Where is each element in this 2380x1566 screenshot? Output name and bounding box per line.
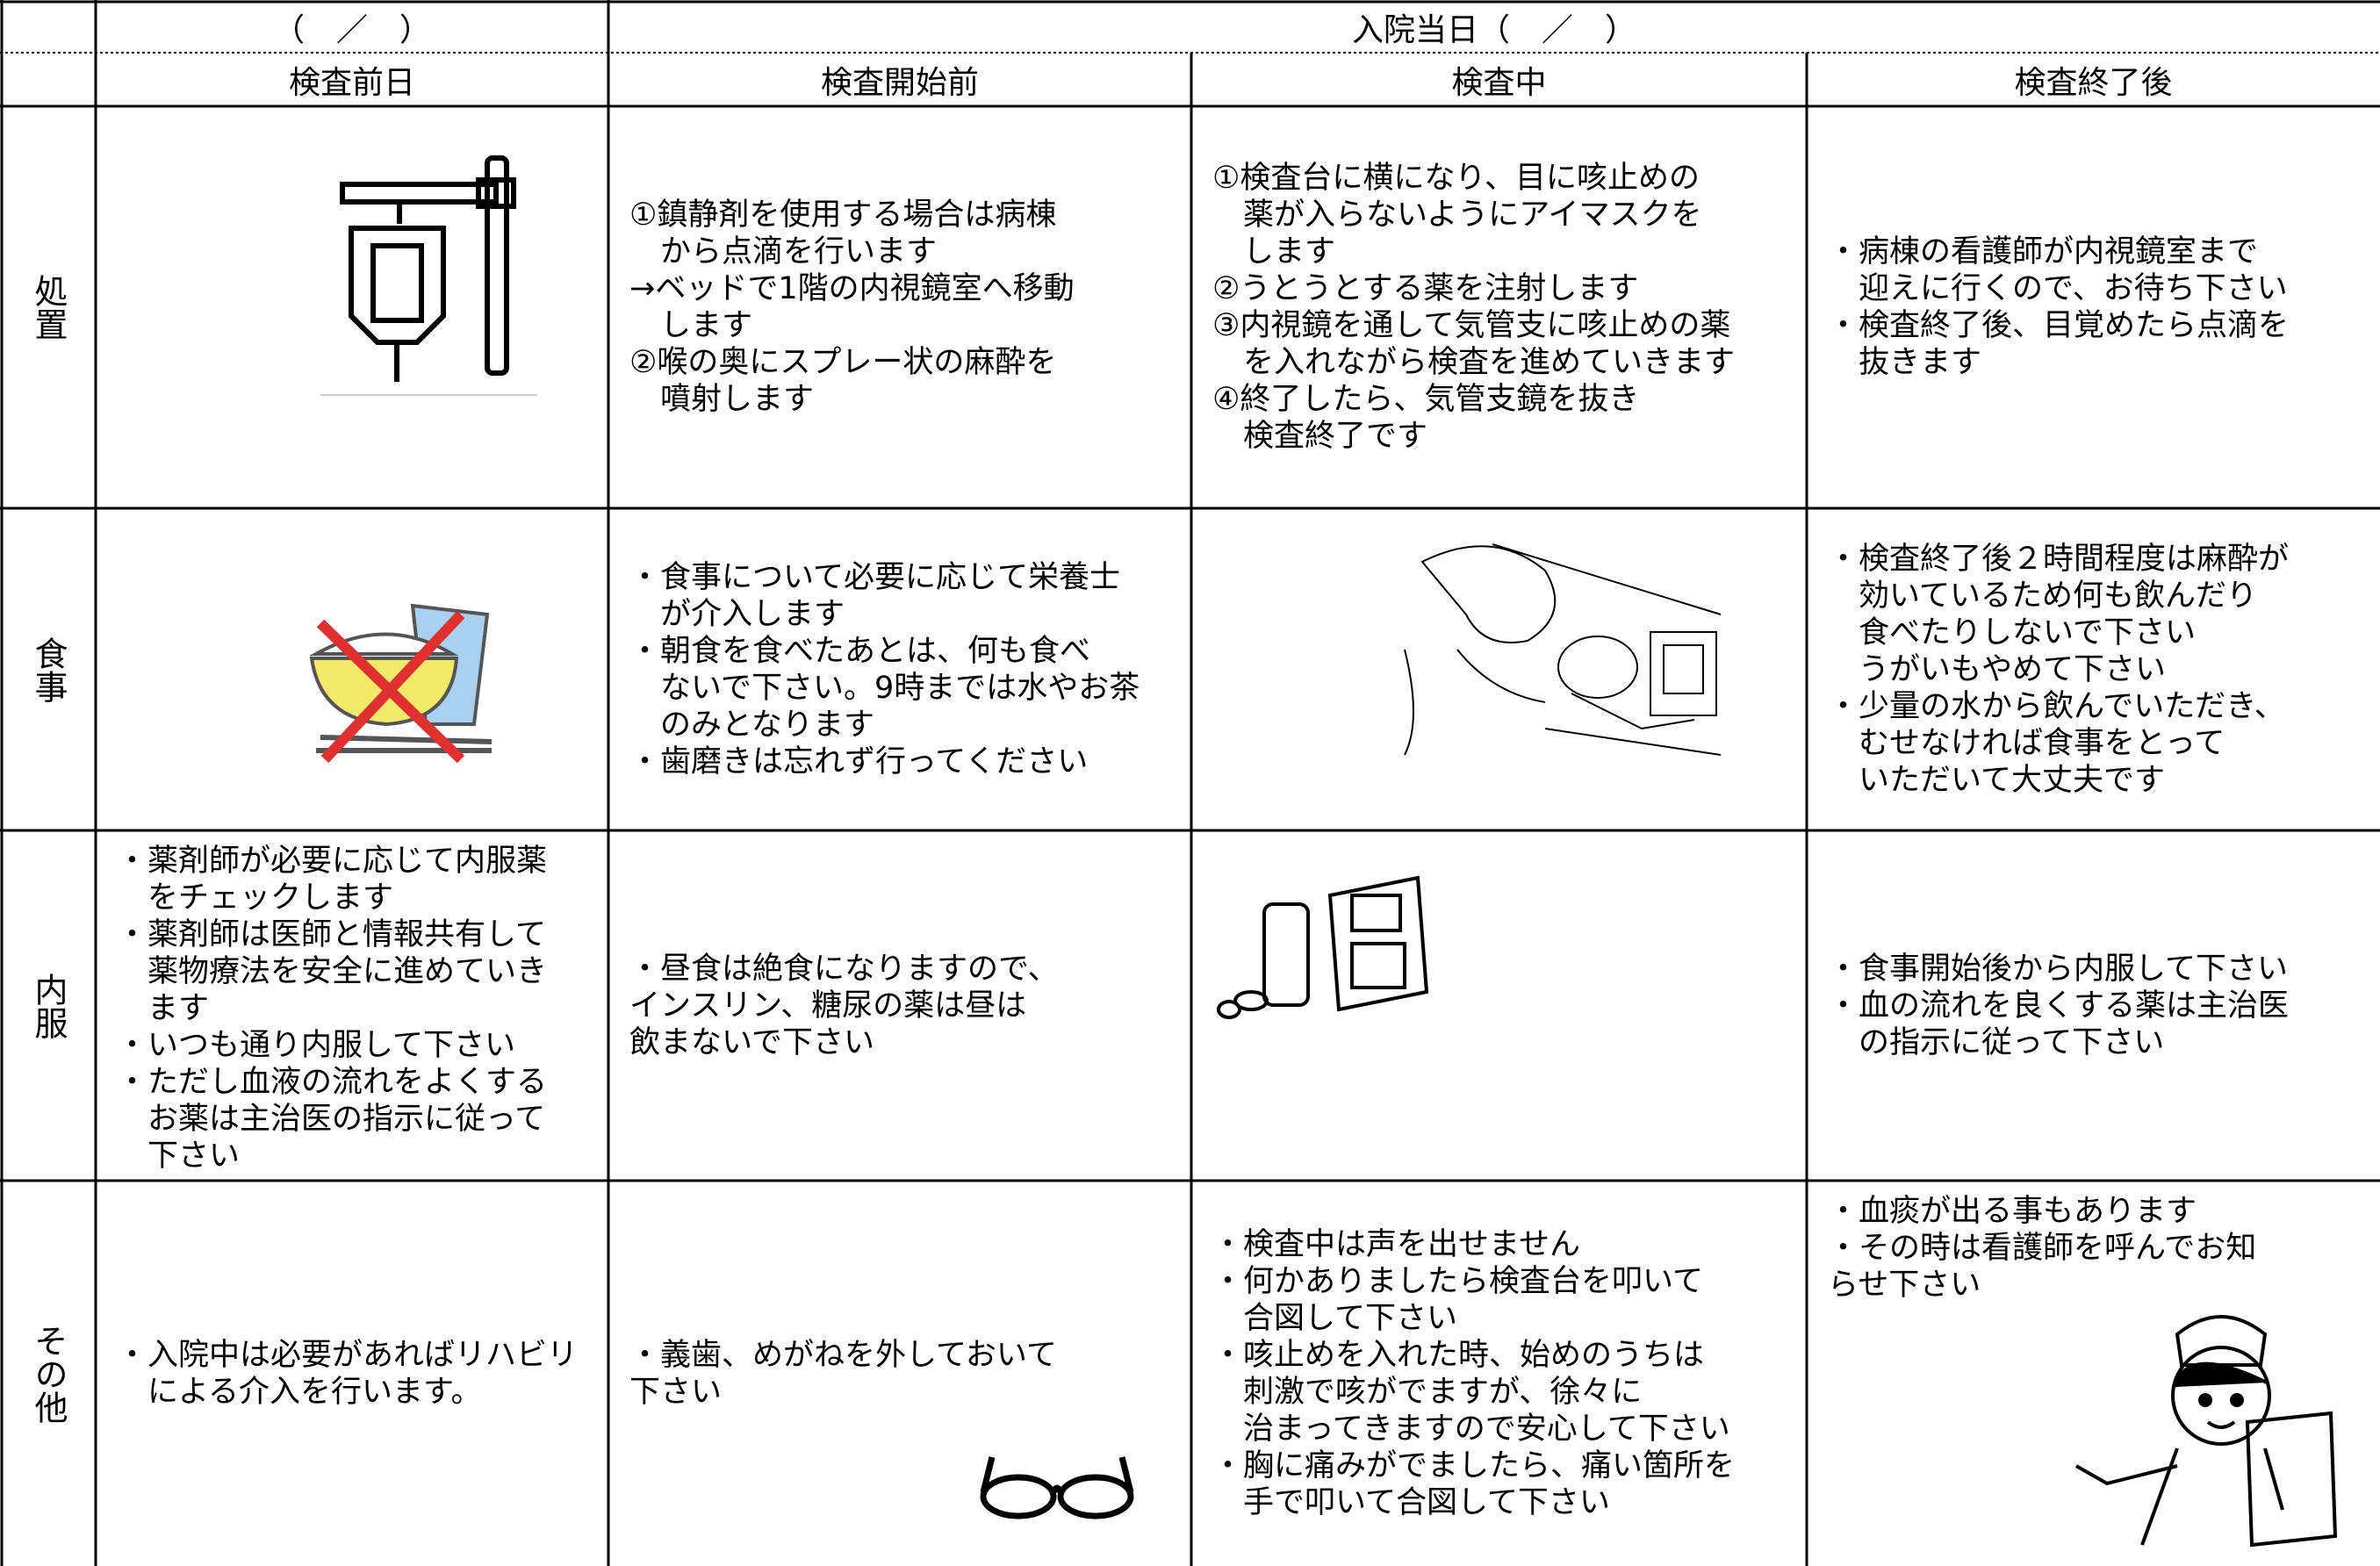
cell-text: 抜きます — [1828, 345, 1982, 380]
column-header: 検査開始前 — [820, 64, 979, 101]
cell-text: ・朝食を食べたあとは、何も食べ — [629, 633, 1091, 669]
cell-text: うがいもやめて下さい — [1828, 651, 2167, 687]
column-header: 検査前日 — [288, 64, 415, 101]
row-label-text: 処置 — [29, 274, 68, 341]
cell: ・病棟の看護師が内視鏡室まで 迎えに行くので、お待ち下さい ・検査終了後、目覚めた… — [1807, 106, 2380, 508]
cell-text: ・血痰が出る事もあります — [1828, 1194, 2197, 1229]
cell-text: をチェックします — [117, 880, 394, 916]
cell-text: 飲まないで下さい — [629, 1024, 874, 1060]
row-label: 内服 — [2, 830, 96, 1181]
row-label: 処置 — [2, 106, 96, 508]
examination-illustration — [1404, 543, 1722, 756]
cell-text: お薬は主治医の指示に従って — [117, 1102, 546, 1137]
cell-text: ・義歯、めがねを外しておいて — [629, 1337, 1057, 1373]
cell-text: します — [1212, 234, 1336, 269]
cell: ・食事について必要に応じて栄養士 が介入します ・朝食を食べたあとは、何も食べ な… — [608, 508, 1191, 830]
cell-text: ・昼食は絶食になりますので、 — [629, 951, 1059, 987]
cell: ①鎮静剤を使用する場合は病棟 から点滴を行います →ベッドで1階の内視鏡室へ移動 … — [608, 106, 1191, 508]
cell-text: が介入します — [629, 596, 845, 632]
cell-text: いただいて大丈夫です — [1828, 762, 2165, 798]
cell-text: ・検査終了後、目覚めたら点滴を — [1828, 308, 2290, 343]
header-left: （ ／ ） — [272, 12, 431, 48]
cell: ・入院中は必要があればリハビリ による介入を行います。 — [96, 1181, 608, 1566]
cell-text: ・食事について必要に応じて栄養士 — [629, 559, 1120, 595]
cell-text: 手で叩いて合図して下さい — [1212, 1484, 1610, 1520]
cell-text: ①鎮静剤を使用する場合は病棟 — [629, 198, 1057, 233]
cell-text: ・その時は看護師を呼んでお知 — [1828, 1231, 2257, 1266]
cell: ・義歯、めがねを外しておいて 下さい — [608, 1181, 1191, 1566]
no-food-illustration — [309, 603, 493, 764]
cell-text: 薬が入らないようにアイマスクを — [1212, 198, 1702, 233]
cell-text: ・薬剤師が必要に応じて内服薬 — [117, 844, 548, 879]
cell-text: 噴射します — [629, 382, 815, 417]
row-label-text: 内服 — [29, 972, 68, 1039]
cell-text: 下さい — [629, 1374, 723, 1410]
cell-text: します — [629, 308, 753, 343]
row-label-text: 食事 — [29, 636, 68, 703]
cell-text: 効いているため何も飲んだり — [1828, 578, 2257, 614]
iv-drip-illustration — [320, 155, 537, 396]
glasses-illustration — [980, 1456, 1134, 1519]
cell-text: ・検査終了後２時間程度は麻酔が — [1828, 541, 2290, 577]
cell: ・食事開始後から内服して下さい ・血の流れを良くする薬は主治医 の指示に従って下さ… — [1807, 830, 2380, 1181]
cell-text: による介入を行います。 — [117, 1374, 482, 1410]
cell-text: ①検査台に横になり、目に咳止めの — [1212, 161, 1700, 196]
cell-text: →ベッドで1階の内視鏡室へ移動 — [629, 271, 1075, 306]
cell-text: ・何かありましたら検査台を叩いて — [1212, 1263, 1703, 1299]
header-right: 入院当日（ ／ ） — [1351, 12, 1636, 48]
column-header: 検査終了後 — [2014, 64, 2173, 101]
cell: ・薬剤師が必要に応じて内服薬 をチェックします ・薬剤師は医師と情報共有して 薬物… — [96, 830, 608, 1181]
cell-text: 刺激で咳がでますが、徐々に — [1212, 1374, 1643, 1410]
cell-text: ・入院中は必要があればリハビリ — [117, 1337, 579, 1373]
cell-text: らせ下さい — [1828, 1268, 1981, 1303]
cell: ①検査台に横になり、目に咳止めの 薬が入らないようにアイマスクを します ②うとう… — [1191, 106, 1807, 508]
medicine-illustration — [1217, 875, 1429, 1019]
cell-text: ないで下さい。9時までは水やお茶 — [629, 670, 1140, 706]
cell-text: インスリン、糖尿の薬は昼は — [629, 988, 1027, 1024]
cell-text: ・いつも通り内服して下さい — [117, 1028, 515, 1063]
cell: ・血痰が出る事もあります ・その時は看護師を呼んでお知 らせ下さい — [1807, 1181, 2380, 1566]
cell-text: ・歯磨きは忘れず行ってください — [629, 743, 1089, 779]
cell-text: 下さい — [117, 1139, 241, 1174]
cell-text: から点滴を行います — [629, 234, 938, 269]
column-header: 検査中 — [1451, 64, 1547, 101]
row-label-text: その他 — [29, 1323, 68, 1424]
cell-text: 迎えに行くので、お待ち下さい — [1828, 271, 2288, 306]
cell-text: ます — [117, 991, 210, 1026]
cell-text: ②喉の奥にスプレー状の麻酔を — [629, 345, 1057, 380]
cell-text: ②うとうとする薬を注射します — [1212, 271, 1639, 306]
cell: ・検査中は声を出せません ・何かありましたら検査台を叩いて 合図して下さい ・咳止め… — [1191, 1181, 1807, 1566]
cell-text: の指示に従って下さい — [1828, 1024, 2165, 1060]
cell-text: ・検査中は声を出せません — [1212, 1226, 1580, 1262]
cell-text: のみとなります — [629, 707, 874, 743]
cell-text: を入れながら検査を進めていきます — [1212, 345, 1736, 380]
cell-text: 薬物療法を安全に進めていき — [117, 954, 548, 989]
cell-text: ・食事開始後から内服して下さい — [1828, 951, 2288, 987]
cell-text: 食べたりしないで下さい — [1828, 614, 2196, 650]
cell-text: ・ただし血液の流れをよくする — [117, 1065, 548, 1100]
cell-text: ・血の流れを良くする薬は主治医 — [1828, 988, 2290, 1024]
nurse-illustration — [2075, 1315, 2338, 1548]
cell: ・昼食は絶食になりますので、 インスリン、糖尿の薬は昼は 飲まないで下さい — [608, 830, 1191, 1181]
cell-text: 検査終了です — [1212, 419, 1428, 454]
cell-text: ③内視鏡を通して気管支に咳止めの薬 — [1212, 308, 1731, 343]
cell-text: ・少量の水から飲んでいただき、 — [1828, 688, 2285, 724]
cell-text: 治まってきますので安心して下さい — [1212, 1411, 1730, 1447]
cell-text: 合図して下さい — [1212, 1300, 1457, 1336]
cell-text: むせなければ食事をとって — [1828, 725, 2225, 761]
cell: ・検査終了後２時間程度は麻酔が 効いているため何も飲んだり 食べたりしないで下さ… — [1807, 508, 2380, 830]
cell-text: ・胸に痛みがでましたら、痛い箇所を — [1212, 1447, 1736, 1483]
cell-text: ・病棟の看護師が内視鏡室まで — [1828, 234, 2259, 269]
row-label: その他 — [2, 1181, 96, 1566]
cell-text: ・薬剤師は医師と情報共有して — [117, 917, 546, 952]
cell-text: ④終了したら、気管支鏡を抜き — [1212, 382, 1640, 417]
row-label: 食事 — [2, 508, 96, 830]
cell-text: ・咳止めを入れた時、始めのうちは — [1212, 1337, 1705, 1373]
